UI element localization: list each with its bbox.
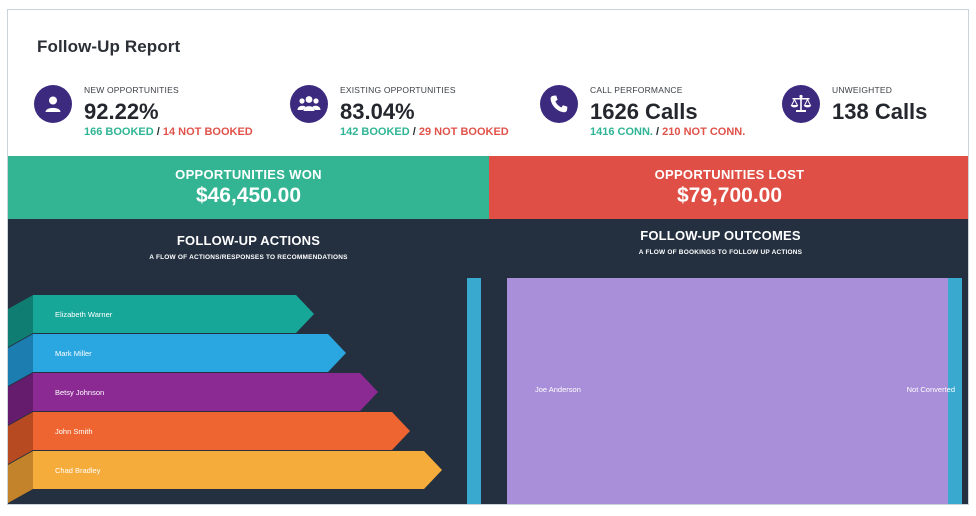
- kpi-value: 92.22%: [84, 99, 159, 124]
- kpi-call-performance: CALL PERFORMANCE 1626 Calls 1416 CONN. /…: [540, 81, 780, 151]
- kpi-separator: /: [156, 126, 160, 138]
- kpi-label: UNWEIGHTED: [832, 85, 893, 95]
- outcome-target-node: [948, 278, 962, 504]
- action-flow-ribbon: Betsy Johnson: [8, 373, 378, 425]
- lost-value: $79,700.00: [676, 184, 783, 207]
- kpi-negative: 210 NOT CONN.: [662, 126, 746, 138]
- won-label: OPPORTUNITIES WON: [175, 167, 322, 182]
- kpi-breakdown: 142 BOOKED / 29 NOT BOOKED: [340, 126, 509, 138]
- phone-icon: [540, 85, 578, 123]
- action-flow-label: Betsy Johnson: [55, 388, 104, 397]
- action-flow-ribbon: Mark Miller: [8, 334, 346, 386]
- report-frame: Follow-Up Report NEW OPPORTUNITIES 92.22…: [7, 9, 969, 505]
- action-flow-label: Chad Bradley: [55, 466, 101, 475]
- kpi-existing-opportunities: EXISTING OPPORTUNITIES 83.04% 142 BOOKED…: [290, 81, 530, 151]
- outcomes-title: FOLLOW-UP OUTCOMES: [640, 228, 801, 243]
- scale-icon: [782, 85, 820, 123]
- kpi-breakdown: 166 BOOKED / 14 NOT BOOKED: [84, 126, 253, 138]
- action-flow-label: John Smith: [55, 427, 93, 436]
- kpi-new-opportunities: NEW OPPORTUNITIES 92.22% 166 BOOKED / 14…: [34, 81, 274, 151]
- action-flow-ribbon: Chad Bradley: [8, 451, 442, 503]
- kpi-separator: /: [412, 126, 416, 138]
- lost-label: OPPORTUNITIES LOST: [654, 167, 805, 182]
- kpi-label: CALL PERFORMANCE: [590, 85, 683, 95]
- flow-panels: FOLLOW-UP ACTIONS A FLOW OF ACTIONS/RESP…: [8, 219, 968, 504]
- outcomes-subtitle: A FLOW OF BOOKINGS TO FOLLOW UP ACTIONS: [638, 249, 803, 256]
- action-flow-label: Mark Miller: [55, 349, 92, 358]
- opportunities-lost-band: OPPORTUNITIES LOST $79,700.00: [489, 156, 968, 219]
- outcome-target-label: Not Converted: [907, 385, 955, 394]
- outcome-source-label: Joe Anderson: [535, 385, 581, 394]
- outcome-flow-link: [507, 278, 948, 504]
- actions-title: FOLLOW-UP ACTIONS: [176, 233, 321, 248]
- opportunities-won-band: OPPORTUNITIES WON $46,450.00: [8, 156, 489, 219]
- kpi-label: NEW OPPORTUNITIES: [84, 85, 179, 95]
- page-title: Follow-Up Report: [37, 37, 181, 56]
- actions-subtitle: A FLOW OF ACTIONS/RESPONSES TO RECOMMEND…: [149, 254, 348, 261]
- kpi-positive: 166 BOOKED: [84, 126, 154, 138]
- group-icon: [290, 85, 328, 123]
- kpi-positive: 1416 CONN.: [590, 126, 653, 138]
- kpi-unweighted: UNWEIGHTED 138 Calls: [782, 81, 962, 151]
- action-flow-ribbon: John Smith: [8, 412, 410, 464]
- actions-flow-chart: Elizabeth Warner Mark Miller Betsy Johnson…: [8, 278, 481, 504]
- kpi-breakdown: 1416 CONN. / 210 NOT CONN.: [590, 126, 745, 138]
- won-value: $46,450.00: [195, 184, 302, 207]
- kpi-negative: 29 NOT BOOKED: [418, 126, 509, 138]
- user-icon: [34, 85, 72, 123]
- kpi-value: 138 Calls: [832, 99, 928, 124]
- kpi-separator: /: [656, 126, 660, 138]
- kpi-negative: 14 NOT BOOKED: [162, 126, 253, 138]
- outcomes-flow-chart: Joe Anderson Not Converted: [507, 278, 962, 504]
- actions-target-node: [467, 278, 481, 504]
- action-flow-ribbon: Elizabeth Warner: [8, 295, 314, 347]
- kpi-value: 1626 Calls: [590, 99, 698, 124]
- action-flow-label: Elizabeth Warner: [55, 310, 113, 319]
- kpi-positive: 142 BOOKED: [340, 126, 410, 138]
- kpi-value: 83.04%: [340, 99, 415, 124]
- kpi-label: EXISTING OPPORTUNITIES: [340, 85, 456, 95]
